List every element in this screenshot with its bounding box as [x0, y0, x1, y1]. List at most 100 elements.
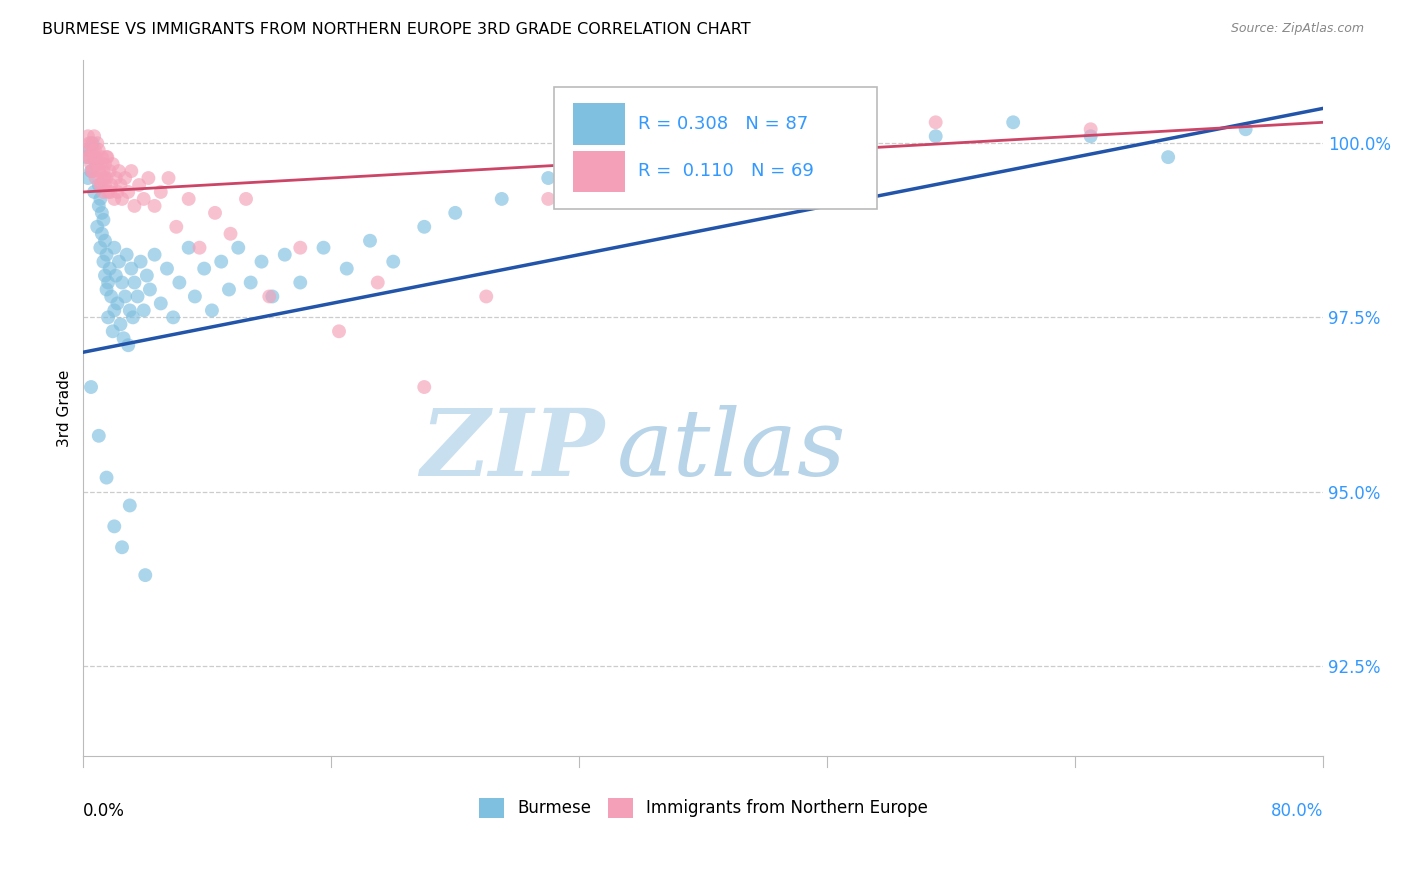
- Point: [83, 129, 105, 144]
- Point: [924, 129, 946, 144]
- Point: [118, 499, 141, 513]
- Point: [328, 324, 350, 338]
- Point: [80, 164, 103, 178]
- Point: [103, 519, 125, 533]
- Point: [98, 164, 121, 178]
- Point: [537, 192, 560, 206]
- Point: [104, 171, 127, 186]
- Point: [89, 241, 111, 255]
- Point: [259, 289, 281, 303]
- Point: [89, 178, 111, 192]
- Point: [103, 192, 125, 206]
- Point: [77, 129, 100, 144]
- Point: [139, 283, 162, 297]
- Point: [83, 185, 105, 199]
- Point: [1080, 122, 1102, 136]
- Point: [79, 136, 101, 151]
- Point: [89, 192, 111, 206]
- Point: [111, 192, 134, 206]
- Point: [382, 254, 405, 268]
- Point: [184, 289, 207, 303]
- Point: [359, 234, 381, 248]
- Point: [193, 261, 215, 276]
- Point: [87, 199, 110, 213]
- Point: [97, 310, 120, 325]
- Point: [201, 303, 224, 318]
- Point: [117, 338, 139, 352]
- Point: [111, 541, 134, 555]
- Point: [90, 171, 112, 186]
- Point: [583, 185, 606, 199]
- Point: [290, 241, 312, 255]
- Point: [96, 283, 118, 297]
- Point: [94, 268, 117, 283]
- Point: [80, 164, 103, 178]
- Point: [262, 289, 284, 303]
- Point: [79, 150, 101, 164]
- Point: [290, 276, 312, 290]
- Point: [90, 227, 112, 241]
- Point: [124, 199, 146, 213]
- Point: [96, 171, 118, 186]
- Point: [111, 276, 134, 290]
- Point: [1157, 150, 1180, 164]
- Point: [444, 206, 467, 220]
- Point: [143, 247, 166, 261]
- Point: [105, 296, 128, 310]
- Point: [239, 276, 262, 290]
- Point: [692, 150, 714, 164]
- Point: [103, 303, 125, 318]
- Point: [475, 289, 498, 303]
- Point: [924, 115, 946, 129]
- Text: R =  0.110   N = 69: R = 0.110 N = 69: [637, 162, 814, 180]
- Point: [274, 247, 297, 261]
- Point: [84, 157, 107, 171]
- Point: [96, 150, 118, 164]
- FancyBboxPatch shape: [574, 103, 626, 145]
- Point: [204, 206, 226, 220]
- Point: [129, 254, 152, 268]
- Legend: Burmese, Immigrants from Northern Europe: Burmese, Immigrants from Northern Europe: [472, 791, 935, 824]
- Point: [413, 380, 436, 394]
- Point: [79, 143, 101, 157]
- Point: [1234, 122, 1257, 136]
- Point: [149, 296, 172, 310]
- Point: [124, 276, 146, 290]
- Point: [87, 157, 110, 171]
- Point: [94, 234, 117, 248]
- Point: [122, 310, 145, 325]
- Point: [101, 157, 124, 171]
- Point: [77, 171, 100, 186]
- Point: [86, 157, 108, 171]
- Point: [87, 143, 110, 157]
- Point: [104, 268, 127, 283]
- Point: [1080, 129, 1102, 144]
- Point: [118, 303, 141, 318]
- Point: [101, 324, 124, 338]
- Point: [250, 254, 273, 268]
- Point: [157, 171, 180, 186]
- Point: [132, 192, 155, 206]
- Point: [115, 247, 138, 261]
- Point: [83, 150, 105, 164]
- Point: [413, 219, 436, 234]
- Point: [135, 268, 157, 283]
- Point: [93, 254, 115, 268]
- Point: [96, 150, 118, 164]
- Point: [82, 143, 104, 157]
- Point: [90, 206, 112, 220]
- Point: [156, 261, 179, 276]
- Point: [120, 261, 142, 276]
- Y-axis label: 3rd Grade: 3rd Grade: [58, 369, 72, 447]
- Point: [84, 150, 107, 164]
- Point: [218, 283, 240, 297]
- Point: [80, 136, 103, 151]
- Point: [769, 143, 792, 157]
- Point: [105, 185, 128, 199]
- Point: [103, 241, 125, 255]
- Point: [128, 178, 150, 192]
- Point: [97, 185, 120, 199]
- Point: [162, 310, 184, 325]
- Point: [93, 171, 115, 186]
- Text: R = 0.308   N = 87: R = 0.308 N = 87: [637, 115, 808, 133]
